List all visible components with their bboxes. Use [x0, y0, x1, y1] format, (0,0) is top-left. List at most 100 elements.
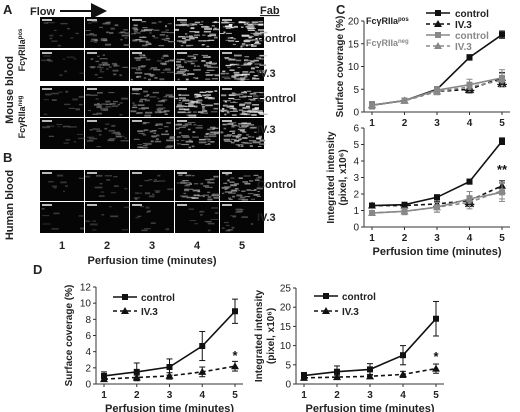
series-neg-iv-3	[368, 181, 506, 216]
platelet-streak	[230, 102, 238, 103]
platelet-streak	[182, 180, 189, 182]
platelet-streak	[78, 95, 84, 98]
platelet-streak	[134, 31, 138, 32]
platelet-streak	[231, 63, 237, 65]
platelet-streak	[134, 57, 141, 59]
platelet-streak	[254, 131, 257, 133]
platelet-streak	[204, 135, 209, 138]
platelet-streak	[176, 106, 184, 108]
platelet-streak	[214, 36, 218, 39]
platelet-streak	[101, 214, 105, 216]
platelet-streak	[157, 174, 161, 177]
platelet-streak	[101, 103, 109, 105]
data-point	[166, 364, 173, 371]
platelet-streak	[231, 138, 237, 140]
platelet-streak	[244, 21, 250, 23]
platelet-streak	[51, 40, 58, 42]
platelet-streak	[246, 134, 249, 136]
scale-bar	[87, 120, 97, 122]
platelet-streak	[178, 65, 182, 67]
platelet-streak	[241, 198, 248, 201]
platelet-streak	[144, 73, 151, 75]
platelet-streak	[198, 40, 207, 42]
platelet-streak	[241, 190, 246, 192]
platelet-streak	[221, 187, 230, 189]
platelet-streak	[96, 112, 102, 115]
platelet-streak	[153, 132, 156, 134]
platelet-streak	[214, 74, 220, 77]
platelet-streak	[247, 62, 252, 64]
platelet-streak	[177, 123, 182, 125]
platelet-streak	[201, 104, 205, 106]
platelet-streak	[56, 174, 64, 177]
platelet-streak	[228, 58, 236, 61]
scale-bar	[87, 204, 97, 206]
platelet-streak	[41, 59, 49, 62]
platelet-streak	[238, 145, 241, 147]
panel-label-a: A	[3, 2, 13, 17]
platelet-streak	[258, 21, 264, 23]
platelet-streak	[121, 135, 125, 137]
platelet-streak	[244, 113, 251, 116]
platelet-streak	[142, 108, 146, 110]
platelet-streak	[204, 220, 212, 222]
scale-bar	[177, 172, 187, 174]
platelet-streak	[183, 192, 187, 195]
platelet-streak	[132, 102, 135, 104]
micrograph-cell	[220, 202, 264, 233]
platelet-streak	[193, 194, 200, 197]
series-pos-control	[301, 300, 439, 380]
platelet-streak	[94, 74, 98, 76]
platelet-streak	[154, 111, 162, 114]
platelet-streak	[176, 104, 182, 106]
data-point	[399, 370, 407, 378]
platelet-streak	[98, 77, 103, 78]
scale-bar	[177, 52, 187, 54]
platelet-streak	[159, 111, 167, 113]
platelet-streak	[57, 126, 61, 128]
platelet-streak	[149, 68, 152, 70]
platelet-streak	[231, 124, 237, 127]
platelet-streak	[166, 122, 171, 124]
scale-bar	[177, 88, 187, 90]
data-point	[433, 315, 439, 322]
platelet-streak	[48, 135, 55, 137]
platelet-streak	[200, 210, 204, 212]
y-axis-label: Surface coverage (%)	[64, 285, 75, 387]
platelet-streak	[222, 124, 226, 126]
platelet-streak	[109, 103, 116, 105]
platelet-streak	[191, 145, 195, 148]
platelet-streak	[194, 65, 197, 67]
platelet-streak	[190, 140, 193, 143]
platelet-streak	[188, 139, 192, 142]
platelet-streak	[163, 54, 168, 57]
platelet-streak	[176, 64, 182, 66]
panel-label-d: D	[33, 262, 42, 277]
platelet-streak	[51, 185, 57, 188]
platelet-streak	[192, 189, 200, 192]
data-point	[300, 373, 308, 381]
platelet-streak	[183, 60, 191, 62]
platelet-streak	[246, 22, 249, 25]
platelet-streak	[107, 139, 115, 142]
platelet-streak	[175, 73, 183, 75]
micrograph-cell	[40, 170, 85, 201]
platelet-streak	[194, 183, 199, 185]
platelet-streak	[159, 34, 165, 36]
platelet-streak	[49, 34, 54, 37]
platelet-streak	[149, 195, 155, 198]
scale-bar	[132, 172, 142, 174]
y-tick-label: 5	[353, 140, 359, 151]
platelet-streak	[203, 185, 209, 187]
platelet-streak	[228, 97, 235, 100]
micrograph-tick-3: 3	[149, 240, 155, 252]
fcgr-neg-sup: neg	[18, 95, 24, 106]
platelet-streak	[137, 130, 143, 133]
micrograph-cell	[130, 202, 174, 233]
platelet-streak	[237, 67, 241, 69]
platelet-streak	[141, 133, 145, 135]
platelet-streak	[251, 136, 255, 138]
platelet-streak	[250, 60, 257, 62]
platelet-streak	[211, 63, 216, 65]
platelet-streak	[169, 137, 176, 139]
